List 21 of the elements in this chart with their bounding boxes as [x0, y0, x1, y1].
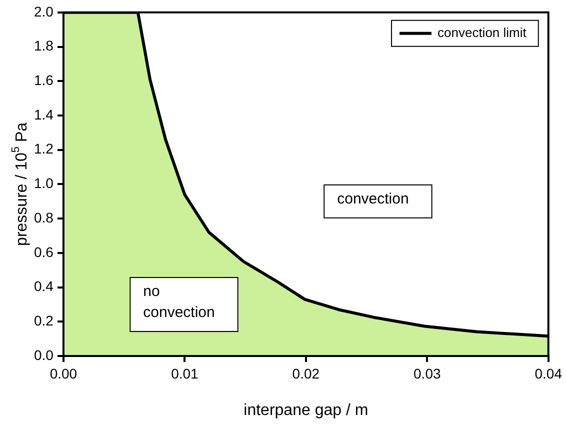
- y-tick-label: 2.0: [34, 3, 54, 20]
- y-tick-label: 1.2: [34, 140, 54, 157]
- y-tick-label: 0.2: [34, 312, 54, 328]
- x-tick-label: 0.04: [534, 365, 562, 382]
- y-tick-label: 1.6: [34, 72, 54, 88]
- annotation: convection: [337, 190, 409, 208]
- y-tick-label: 0.0: [34, 346, 54, 363]
- x-axis-title: interpane gap / m: [244, 402, 368, 419]
- y-tick-label: 0.4: [34, 278, 54, 294]
- annotation: no convection: [143, 283, 215, 322]
- y-tick-label: 1.8: [34, 38, 54, 54]
- y-tick-label: 1.4: [34, 106, 54, 122]
- x-tick-label: 0.03: [414, 365, 441, 382]
- x-tick-label: 0.02: [292, 365, 320, 382]
- y-axis-title: pressure / 105 Pa: [10, 122, 30, 246]
- legend-label: convection limit: [438, 24, 527, 40]
- x-tick-label: 0.00: [50, 365, 78, 382]
- y-tick-label: 0.6: [34, 244, 54, 260]
- x-tick-label: 0.01: [171, 365, 199, 382]
- y-tick-label: 0.8: [34, 209, 54, 226]
- y-tick-label: 1.0: [34, 175, 54, 192]
